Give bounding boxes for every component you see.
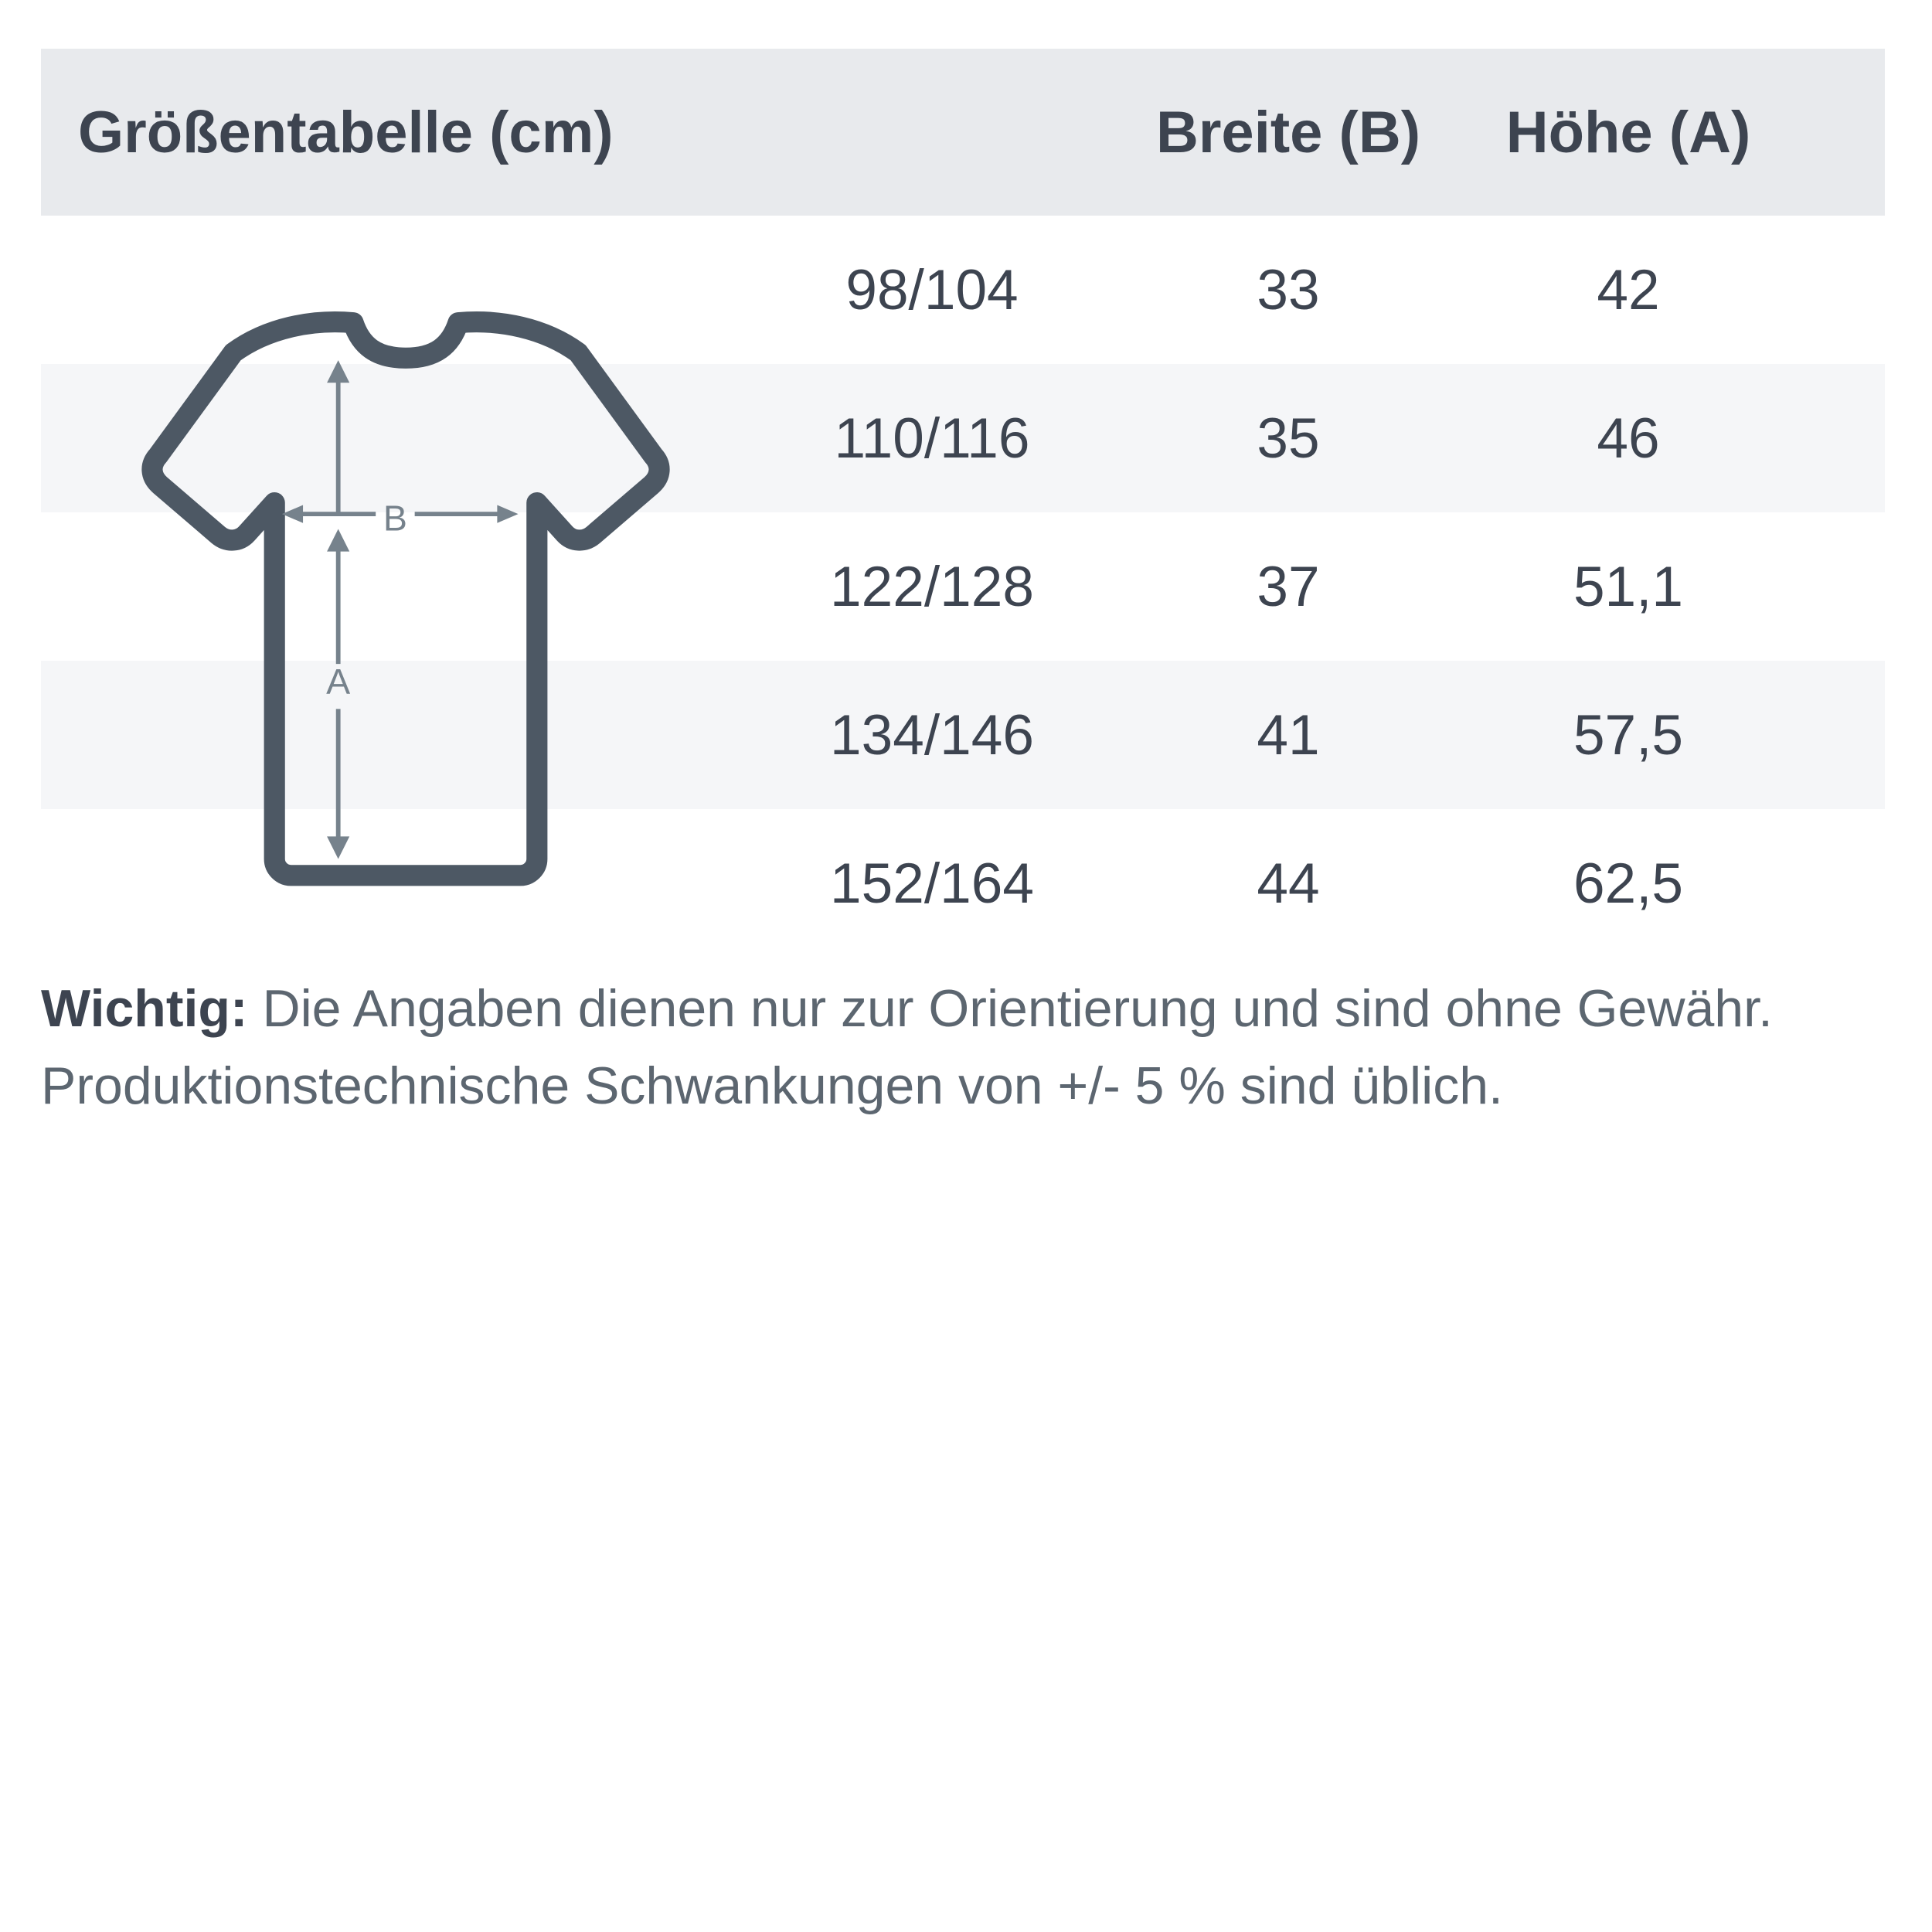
svg-text:B: B [383, 498, 407, 538]
svg-text:A: A [326, 662, 350, 702]
